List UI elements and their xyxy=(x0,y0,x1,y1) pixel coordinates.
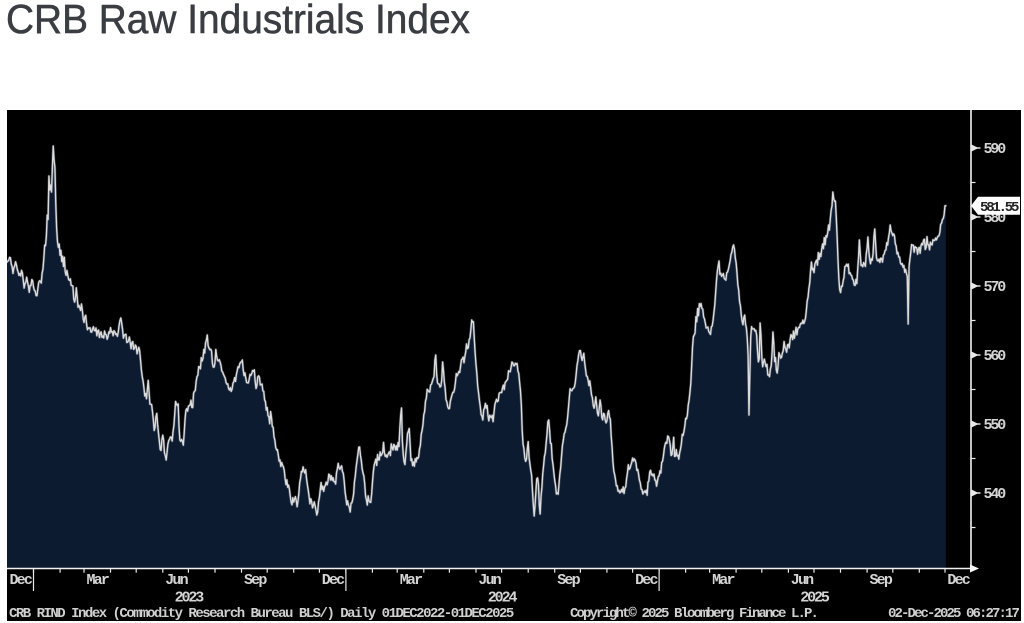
svg-text:540: 540 xyxy=(984,486,1007,503)
svg-text:560: 560 xyxy=(984,348,1007,365)
svg-text:590: 590 xyxy=(984,141,1007,158)
svg-text:CRB RIND Index (Commodity Rese: CRB RIND Index (Commodity Research Burea… xyxy=(9,606,514,621)
svg-text:570: 570 xyxy=(984,279,1007,296)
svg-text:2023: 2023 xyxy=(175,590,205,607)
svg-text:Sep: Sep xyxy=(244,572,267,589)
svg-text:2025: 2025 xyxy=(800,590,830,607)
svg-text:581.55: 581.55 xyxy=(980,200,1019,216)
svg-text:Mar: Mar xyxy=(400,572,422,589)
svg-text:Jun: Jun xyxy=(165,572,188,589)
svg-text:02-Dec-2025 06:27:17: 02-Dec-2025 06:27:17 xyxy=(888,606,1020,621)
svg-text:2024: 2024 xyxy=(488,590,518,607)
svg-text:550: 550 xyxy=(984,417,1007,434)
svg-text:Dec: Dec xyxy=(947,572,970,589)
svg-text:Jun: Jun xyxy=(791,572,814,589)
svg-text:Dec: Dec xyxy=(322,572,345,589)
svg-text:Copyright© 2025 Bloomberg Fina: Copyright© 2025 Bloomberg Finance L.P. xyxy=(570,606,817,621)
svg-text:Sep: Sep xyxy=(557,572,580,589)
svg-text:Mar: Mar xyxy=(86,572,108,589)
svg-text:Dec: Dec xyxy=(9,572,32,589)
svg-text:Jun: Jun xyxy=(478,572,501,589)
svg-text:Dec: Dec xyxy=(635,572,658,589)
svg-text:Sep: Sep xyxy=(869,572,892,589)
svg-text:Mar: Mar xyxy=(712,572,734,589)
